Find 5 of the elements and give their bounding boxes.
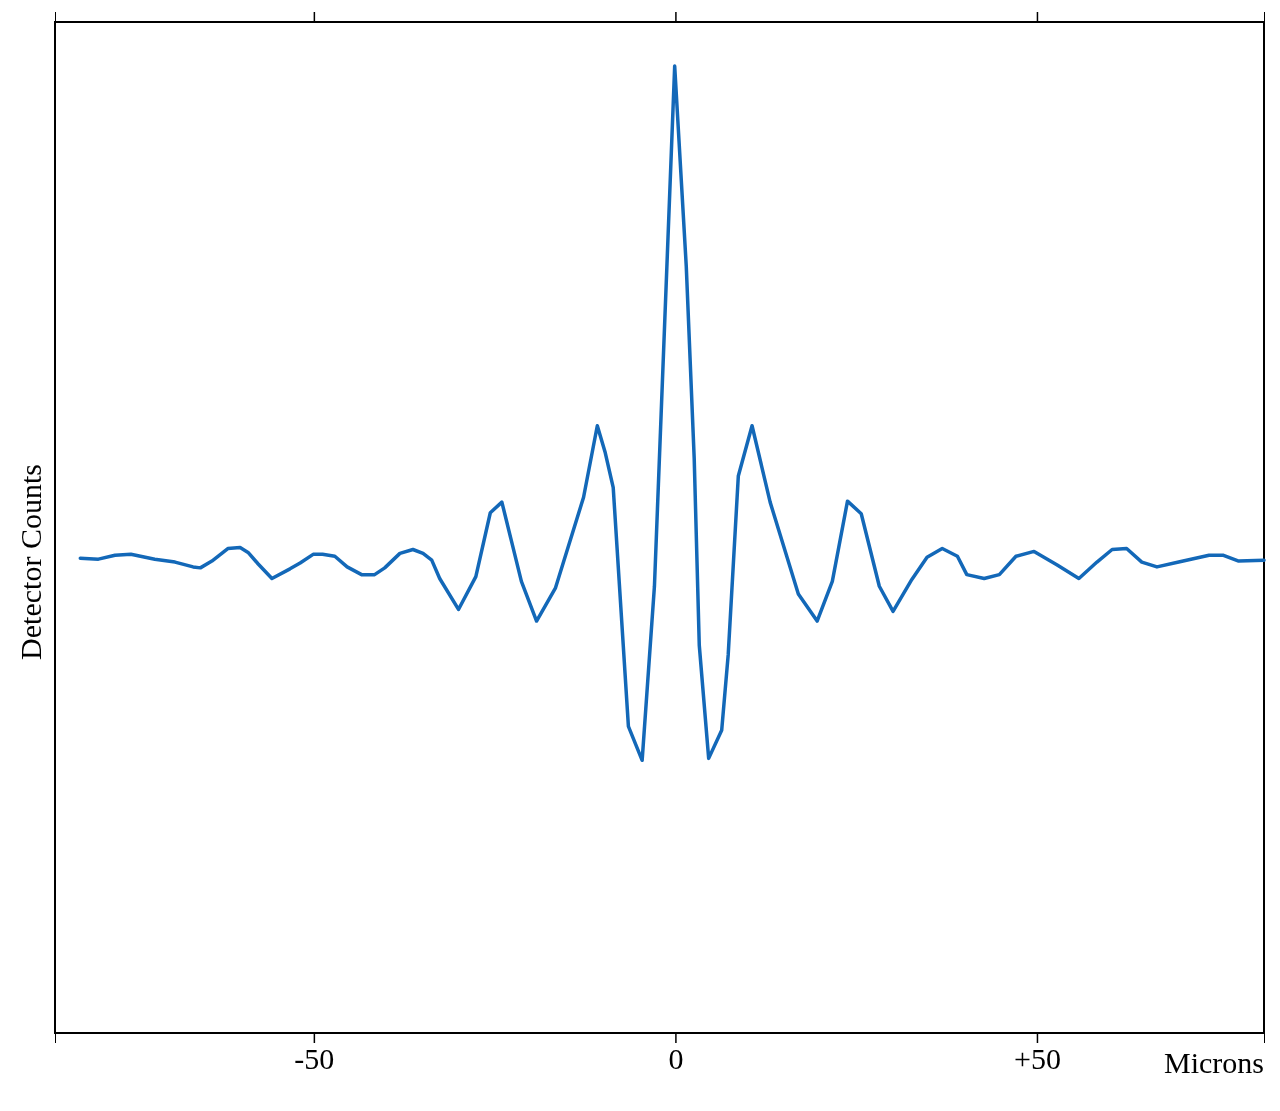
x-tick-label: 0: [668, 1042, 684, 1075]
y-axis-title: Detector Counts: [14, 464, 47, 660]
x-tick-label: -50: [294, 1042, 335, 1075]
x-tick-label: +50: [1013, 1042, 1061, 1075]
x-axis-title: Microns: [1164, 1046, 1264, 1079]
